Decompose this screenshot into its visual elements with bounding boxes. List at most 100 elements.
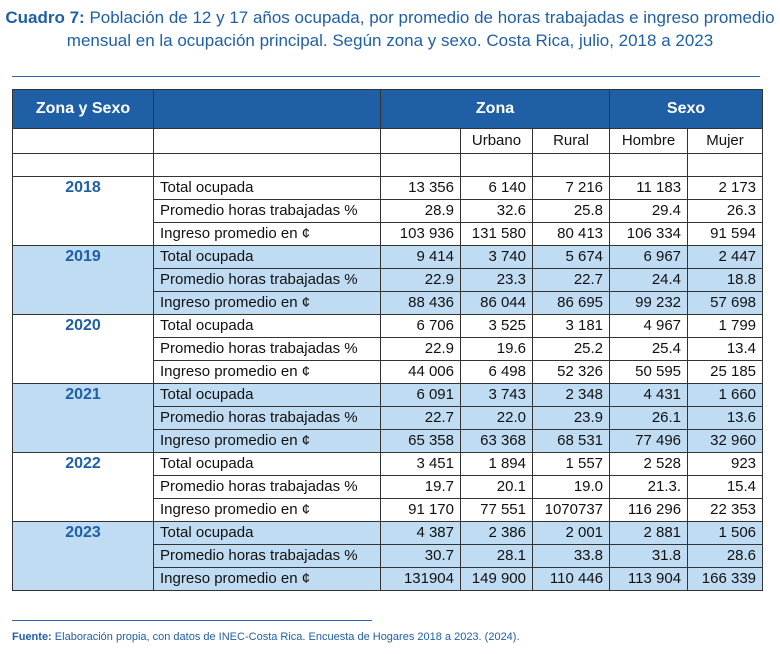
value-hombre: 116 296 (609, 498, 689, 522)
header-row-2: Urbano Rural Hombre Mujer (12, 128, 764, 154)
value-rural: 33.8 (531, 544, 611, 568)
value-rural: 25.2 (531, 337, 611, 361)
value-mujer: 1 506 (687, 521, 764, 545)
year-cell: 2023 (12, 521, 154, 591)
row-label: Promedio horas trabajadas % (153, 475, 381, 499)
table-row: Ingreso promedio en ¢ 103 936 131 580 80 41… (13, 222, 764, 246)
value-hombre: 106 334 (609, 222, 689, 246)
value-urbano: 22.0 (460, 406, 533, 430)
value-total: 131904 (380, 567, 461, 591)
row-label: Ingreso promedio en ¢ (153, 498, 381, 522)
row-label: Promedio horas trabajadas % (153, 406, 381, 430)
value-urbano: 63 368 (460, 429, 533, 453)
value-total: 22.9 (380, 337, 461, 361)
value-rural: 2 348 (531, 383, 611, 407)
value-mujer: 28.6 (687, 544, 764, 568)
source-text: Elaboración propia, con datos de INEC-Co… (54, 631, 520, 643)
row-label: Total ocupada (153, 176, 381, 200)
value-mujer: 57 698 (687, 291, 764, 315)
row-label: Ingreso promedio en ¢ (153, 429, 381, 453)
value-urbano: 32.6 (460, 199, 533, 223)
data-table: Zona y Sexo Zona Sexo Urbano Rural Hombr… (12, 89, 764, 591)
value-hombre: 4 431 (609, 383, 689, 407)
value-rural: 2 001 (531, 521, 611, 545)
value-rural: 5 674 (531, 245, 611, 269)
value-mujer: 1 660 (687, 383, 764, 407)
row-label: Total ocupada (153, 314, 381, 338)
value-mujer: 22 353 (687, 498, 764, 522)
value-hombre: 6 967 (609, 245, 689, 269)
value-rural: 25.8 (531, 199, 611, 223)
value-urbano: 149 900 (460, 567, 533, 591)
year-cell: 2021 (12, 383, 154, 453)
table-row: Promedio horas trabajadas % 30.7 28.1 33.8 3… (13, 544, 764, 568)
value-urbano: 6 140 (460, 176, 533, 200)
year-cell: 2018 (12, 176, 154, 246)
table-row: 2022 Total ocupada 3 451 1 894 1 557 2 528 923 (12, 452, 764, 522)
value-urbano: 2 386 (460, 521, 533, 545)
value-urbano: 86 044 (460, 291, 533, 315)
value-hombre: 99 232 (609, 291, 689, 315)
value-total: 88 436 (380, 291, 461, 315)
value-rural: 22.7 (531, 268, 611, 292)
spacer-row (12, 153, 764, 177)
value-hombre: 50 595 (609, 360, 689, 384)
header-zona: Zona (379, 89, 611, 129)
value-mujer: 91 594 (687, 222, 764, 246)
value-urbano: 6 498 (460, 360, 533, 384)
value-total: 4 387 (380, 521, 461, 545)
value-hombre: 21.3. (609, 475, 689, 499)
value-rural: 68 531 (531, 429, 611, 453)
source-divider (12, 620, 372, 621)
value-mujer: 18.8 (687, 268, 764, 292)
table-row: 2019 Total ocupada 9 414 3 740 5 674 6 967 2 4… (12, 245, 764, 315)
header-urbano: Urbano (460, 128, 533, 154)
value-hombre: 4 967 (609, 314, 689, 338)
row-label: Total ocupada (153, 383, 381, 407)
value-rural: 52 326 (531, 360, 611, 384)
value-total: 28.9 (380, 199, 461, 223)
source-note: Fuente: Elaboración propia, con datos de… (12, 631, 520, 643)
value-total: 103 936 (380, 222, 461, 246)
value-hombre: 77 496 (609, 429, 689, 453)
header-sexo: Sexo (609, 89, 764, 129)
table-row: Ingreso promedio en ¢ 88 436 86 044 86 695 9… (13, 291, 764, 315)
header-empty-cell (380, 128, 461, 154)
header-mujer: Mujer (687, 128, 764, 154)
row-label: Total ocupada (153, 521, 381, 545)
value-urbano: 77 551 (460, 498, 533, 522)
value-total: 6 706 (380, 314, 461, 338)
row-label: Total ocupada (153, 245, 381, 269)
year-cell: 2019 (12, 245, 154, 315)
value-hombre: 29.4 (609, 199, 689, 223)
value-total: 30.7 (380, 544, 461, 568)
row-label: Total ocupada (153, 452, 381, 476)
value-hombre: 2 881 (609, 521, 689, 545)
value-mujer: 2 447 (687, 245, 764, 269)
row-label: Ingreso promedio en ¢ (153, 222, 381, 246)
value-rural: 86 695 (531, 291, 611, 315)
table-body: 2018 Total ocupada 13 356 6 140 7 216 11 183 2… (12, 176, 764, 591)
value-hombre: 11 183 (609, 176, 689, 200)
header-empty-cell (153, 128, 381, 154)
value-total: 3 451 (380, 452, 461, 476)
header-row-1: Zona y Sexo Zona Sexo (12, 89, 764, 129)
value-mujer: 2 173 (687, 176, 764, 200)
title-divider (12, 76, 760, 77)
value-mujer: 26.3 (687, 199, 764, 223)
value-total: 19.7 (380, 475, 461, 499)
header-blank (153, 89, 381, 129)
value-mujer: 923 (687, 452, 764, 476)
table-row: Ingreso promedio en ¢ 131904 149 900 110 44… (13, 567, 764, 591)
value-hombre: 2 528 (609, 452, 689, 476)
row-label: Ingreso promedio en ¢ (153, 567, 381, 591)
year-cell: 2020 (12, 314, 154, 384)
value-mujer: 166 339 (687, 567, 764, 591)
table-row: Ingreso promedio en ¢ 91 170 77 551 1070737… (13, 498, 764, 522)
table-row: Promedio horas trabajadas % 22.7 22.0 23.9 2… (13, 406, 764, 430)
value-urbano: 23.3 (460, 268, 533, 292)
source-lead: Fuente: (12, 631, 52, 643)
header-hombre: Hombre (609, 128, 689, 154)
year-cell: 2022 (12, 452, 154, 522)
table-row: Ingreso promedio en ¢ 65 358 63 368 68 531 7… (13, 429, 764, 453)
